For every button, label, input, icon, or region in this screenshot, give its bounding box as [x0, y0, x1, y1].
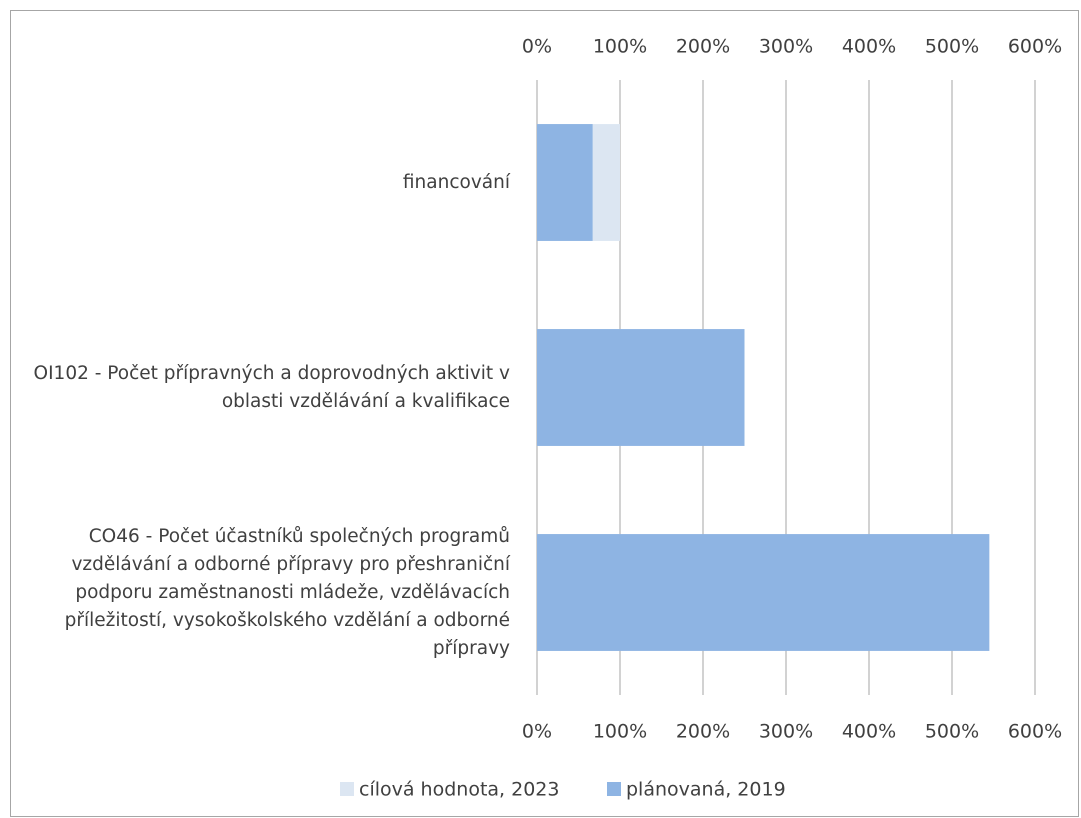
x-tick-label: 400%	[842, 36, 896, 58]
x-tick-label: 600%	[1008, 36, 1062, 58]
x-tick-label: 300%	[759, 36, 813, 58]
legend-swatch	[340, 782, 354, 796]
bar	[537, 124, 593, 241]
y-tick-label: financování	[402, 171, 510, 193]
x-tick-label: 300%	[759, 721, 813, 743]
y-tick-label: CO46 - Počet účastníků společných progra…	[64, 525, 510, 659]
legend-label: plánovaná, 2019	[626, 779, 786, 801]
x-tick-label: 400%	[842, 721, 896, 743]
legend-label: cílová hodnota, 2023	[359, 779, 559, 801]
x-tick-label: 100%	[593, 36, 647, 58]
y-tick-label: OI102 - Počet přípravných a doprovodných…	[33, 362, 510, 412]
x-tick-label: 0%	[522, 36, 552, 58]
x-tick-label: 0%	[522, 721, 552, 743]
bar	[537, 534, 990, 651]
x-tick-label: 200%	[676, 721, 730, 743]
x-tick-label: 200%	[676, 36, 730, 58]
legend-swatch	[607, 782, 621, 796]
frame	[10, 10, 1079, 817]
x-tick-label: 100%	[593, 721, 647, 743]
bar	[537, 329, 745, 446]
x-tick-label: 500%	[925, 36, 979, 58]
x-tick-label: 500%	[925, 721, 979, 743]
x-tick-label: 600%	[1008, 721, 1062, 743]
